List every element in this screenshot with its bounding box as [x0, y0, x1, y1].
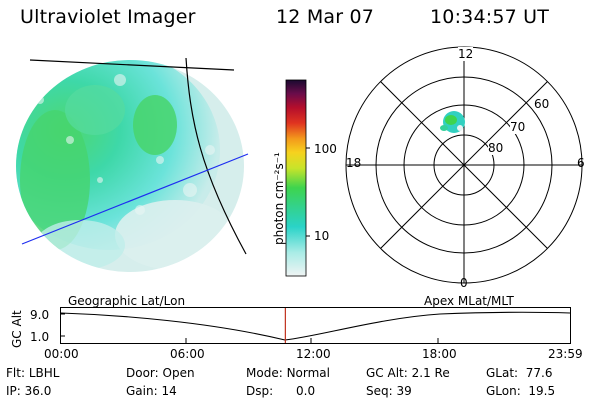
info-ip: IP: 36.0 — [6, 384, 52, 398]
mlt-label-12: 12 — [458, 47, 474, 61]
auroral-patch — [440, 111, 465, 133]
day-night-terminator — [29, 59, 235, 71]
apex-caption: Apex MLat/MLT — [424, 294, 514, 308]
lat-label-60: 60 — [534, 97, 550, 111]
altitude-curve — [60, 311, 571, 341]
colorbar-tick-10: 10 — [314, 229, 330, 243]
observation-date: 12 Mar 07 — [276, 6, 375, 28]
instrument-title: Ultraviolet Imager — [20, 6, 196, 28]
info-dsp: Dsp: 0.0 — [246, 384, 316, 398]
mlt-label-0: 0 — [460, 276, 468, 290]
timeline-x-tick-3: 18:00 — [422, 347, 457, 361]
polar-plot — [345, 46, 583, 284]
info-gain: Gain: 14 — [126, 384, 177, 398]
colorbar-gradient — [285, 79, 307, 277]
info-glat: GLat: 77.6 — [486, 366, 553, 380]
mlt-label-18: 18 — [346, 156, 362, 170]
timeline-x-tick-0: 00:00 — [44, 347, 79, 361]
colorbar — [285, 79, 310, 277]
timeline-y-axis-label: GC Alt — [10, 310, 24, 348]
info-glon: GLon: 19.5 — [486, 384, 556, 398]
observation-time: 10:34:57 UT — [430, 6, 550, 28]
lat-label-70: 70 — [510, 120, 526, 134]
info-door: Door: Open — [126, 366, 195, 380]
longitude-line — [185, 57, 247, 255]
colorbar-unit-label: photon cm⁻²s⁻¹ — [272, 152, 286, 245]
info-filter: Flt: LBHL — [6, 366, 60, 380]
lat-label-80: 80 — [488, 141, 504, 155]
info-mode: Mode: Normal — [246, 366, 330, 380]
timeline-x-tick-1: 06:00 — [170, 347, 205, 361]
info-seq: Seq: 39 — [366, 384, 412, 398]
timeline-y-tick-low: 1.0 — [30, 330, 50, 344]
geographic-caption: Geographic Lat/Lon — [68, 294, 186, 308]
latitude-line — [21, 153, 249, 245]
info-gc-alt: GC Alt: 2.1 Re — [366, 366, 450, 380]
timeline-x-tick-2: 12:00 — [296, 347, 331, 361]
altitude-timeline — [60, 307, 571, 344]
uv-image-panel — [16, 57, 249, 272]
timeline-x-tick-4: 23:59 — [548, 347, 583, 361]
timeline-y-tick-high: 9.0 — [30, 308, 50, 322]
mlt-label-6: 6 — [577, 156, 585, 170]
colorbar-tick-100: 100 — [314, 142, 337, 156]
